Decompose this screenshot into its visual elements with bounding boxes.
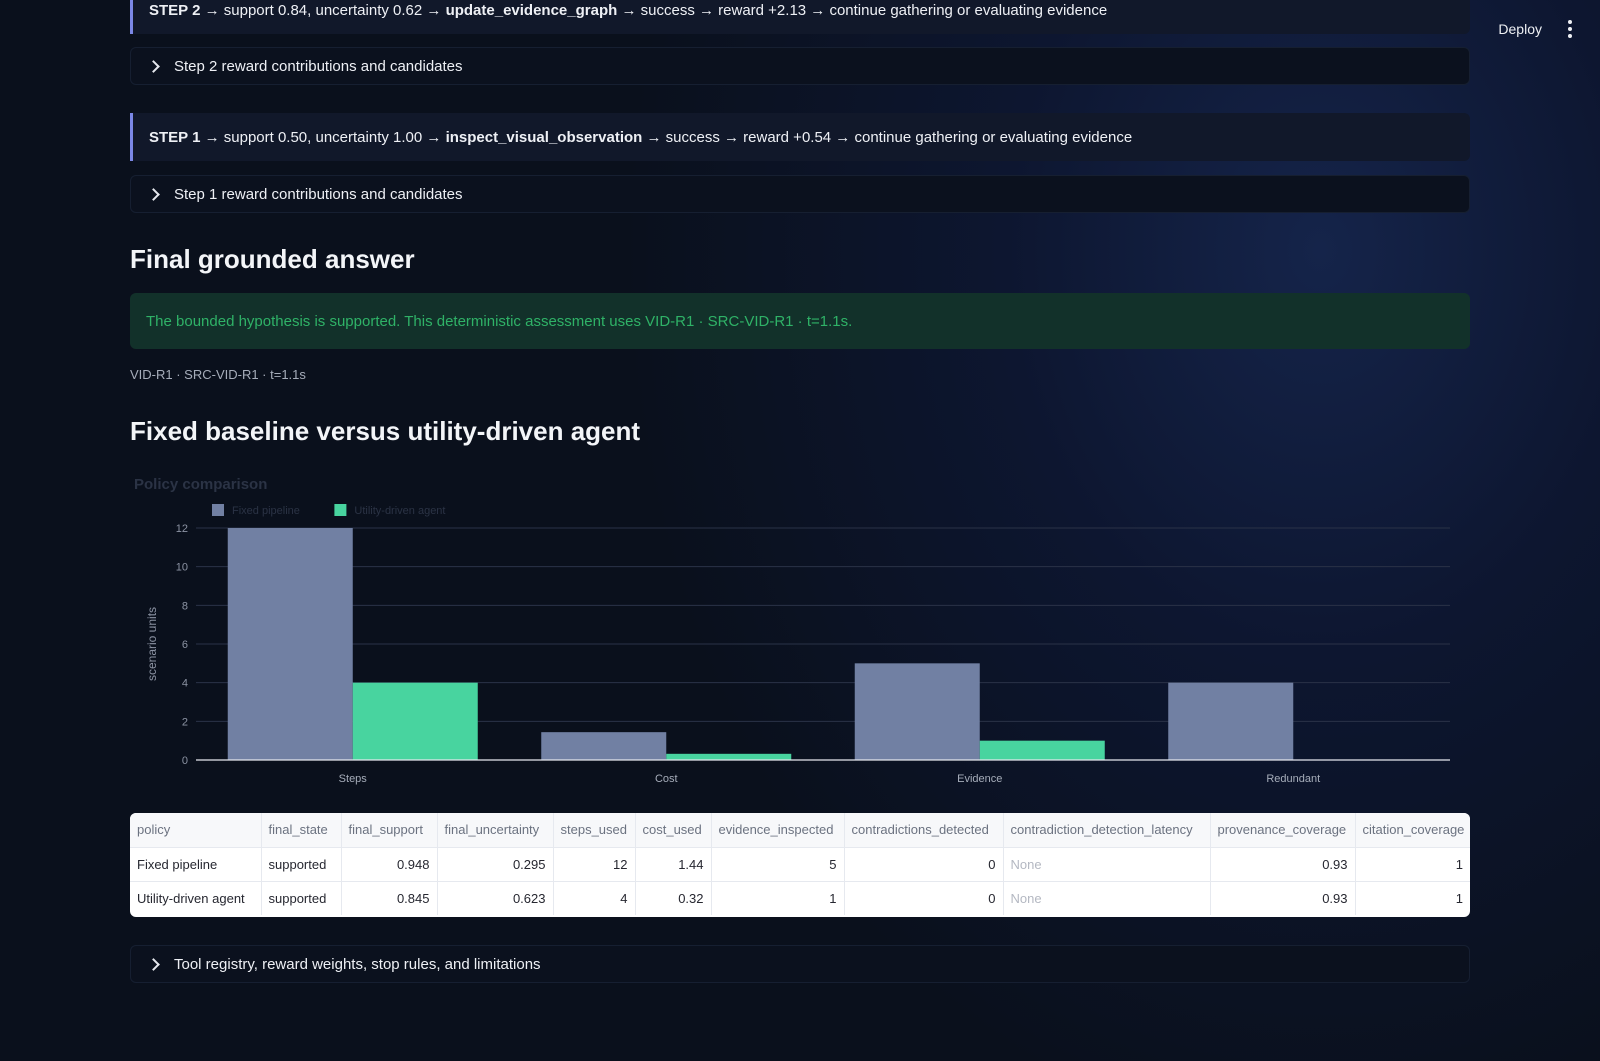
table-cell-final-support: 0.845	[341, 881, 438, 915]
step-2-expander[interactable]: Step 2 reward contributions and candidat…	[130, 47, 1470, 85]
expander-label: Step 2 reward contributions and candidat…	[174, 57, 463, 75]
table-cell-final-support: 0.948	[341, 847, 438, 882]
expander-label: Step 1 reward contributions and candidat…	[174, 185, 463, 203]
table-cell-evidence-inspected: 1	[711, 881, 845, 915]
x-tick-label: Cost	[655, 773, 678, 785]
y-tick-label: 2	[182, 716, 188, 728]
main-menu-icon[interactable]	[1564, 18, 1576, 40]
table-cell-policy: Fixed pipeline	[130, 847, 262, 882]
table-cell-citation-coverage: 1	[1355, 847, 1470, 882]
table-cell-citation-coverage: 1	[1455, 890, 1463, 906]
bar-fixed-pipeline-cost	[541, 732, 667, 760]
table-header-row: policy final_state final_support final_unce…	[130, 813, 1470, 848]
column-header-cost-used[interactable]: cost_used	[635, 813, 712, 848]
legend-label: Fixed pipeline	[232, 505, 300, 517]
step-tool: inspect_visual_observation	[445, 128, 643, 146]
y-tick-label: 8	[182, 600, 188, 612]
expander-label: Tool registry, reward weights, stop rule…	[174, 955, 541, 973]
legend-swatch	[334, 504, 347, 516]
table-cell-provenance-coverage: 0.93	[1210, 847, 1356, 882]
bar-fixed-pipeline-steps	[227, 528, 353, 760]
table-body: Fixed pipeline supported 0.948 0.295 12 1.44 5…	[130, 847, 1470, 915]
chevron-right-icon	[147, 957, 160, 971]
policy-comparison-chart: Policy comparison Fixed pipeline Utility-d…	[130, 472, 1470, 792]
column-header-final-uncertainty[interactable]: final_uncertainty	[437, 813, 554, 848]
y-tick-label: 10	[176, 562, 188, 574]
column-header-evidence-inspected[interactable]: evidence_inspected	[711, 813, 845, 848]
table-cell-provenance-coverage: 0.93	[1210, 881, 1356, 915]
table-cell-policy: Utility-driven agent	[130, 881, 262, 915]
table-cell-final-state: supported	[261, 847, 342, 882]
chevron-right-icon	[147, 187, 160, 201]
y-axis-label: scenario units	[145, 607, 159, 681]
step-summary-post: → success → reward +2.13 → continue gath…	[617, 1, 1108, 19]
column-header-final-support[interactable]: final_support	[341, 813, 438, 848]
legend-swatch	[212, 504, 224, 516]
comparison-table[interactable]: policy final_state final_support final_unce…	[130, 813, 1470, 917]
y-tick-label: 0	[182, 755, 188, 767]
legend-label: Utility-driven agent	[354, 505, 445, 517]
table-cell-cost-used: 1.44	[635, 847, 712, 882]
bar-fixed-pipeline-redundant	[1168, 682, 1294, 760]
table-cell-contradictions-detected: 0	[844, 881, 1004, 915]
table-cell-cost-used: 0.32	[635, 881, 712, 915]
final-answer-alert: The bounded hypothesis is supported. Thi…	[130, 293, 1470, 349]
y-tick-label: 4	[182, 678, 188, 690]
step-summary-pre: → support 0.50, uncertainty 1.00 →	[200, 128, 446, 146]
final-answer-text: The bounded hypothesis is supported. Thi…	[146, 312, 853, 330]
table-row[interactable]: Fixed pipeline supported 0.948 0.295 12 1.44 5…	[130, 847, 1470, 882]
step-1-banner: STEP 1 → support 0.50, uncertainty 1.00 …	[130, 113, 1470, 161]
column-header-provenance-coverage[interactable]: provenance_coverage	[1210, 813, 1356, 848]
y-tick-label: 12	[176, 523, 188, 535]
table-cell-final-state: supported	[261, 881, 342, 915]
table-cell-evidence-inspected: 5	[711, 847, 845, 882]
bar-utility-driven-agent-evidence	[979, 740, 1105, 760]
step-summary-pre: → support 0.84, uncertainty 0.62 →	[200, 1, 446, 19]
step-tag: STEP 1	[149, 128, 201, 146]
column-header-final-state[interactable]: final_state	[261, 813, 342, 848]
step-2-banner: STEP 2 → support 0.84, uncertainty 0.62 …	[130, 0, 1470, 34]
app-toolbar: Deploy	[1498, 18, 1576, 40]
step-tag: STEP 2	[149, 1, 201, 19]
table-cell-contradiction-detection-latency: None	[1003, 881, 1211, 915]
column-header-contradiction-detection-latency[interactable]: contradiction_detection_latency	[1003, 813, 1211, 848]
table-cell-steps-used: 12	[553, 847, 636, 882]
table-cell-contradictions-detected: 0	[844, 847, 1004, 882]
x-tick-label: Steps	[339, 773, 368, 785]
chart-svg: Policy comparison Fixed pipeline Utility-d…	[134, 476, 1450, 785]
chart-title: Policy comparison	[134, 476, 267, 493]
comparison-heading: Fixed baseline versus utility-driven age…	[130, 416, 641, 446]
step-1-expander[interactable]: Step 1 reward contributions and candidat…	[130, 175, 1470, 213]
table-cell-contradiction-detection-latency: None	[1003, 847, 1211, 882]
tool-registry-expander[interactable]: Tool registry, reward weights, stop rule…	[130, 945, 1470, 983]
table-cell-steps-used: 4	[553, 881, 636, 915]
table-row[interactable]: Utility-driven agent supported 0.845 0.623 4…	[130, 881, 1470, 915]
x-tick-label: Redundant	[1266, 773, 1320, 785]
final-answer-heading: Final grounded answer	[130, 244, 415, 274]
y-tick-label: 6	[182, 639, 188, 651]
bar-fixed-pipeline-evidence	[854, 663, 980, 760]
column-header-steps-used[interactable]: steps_used	[553, 813, 636, 848]
column-header-citation-coverage[interactable]: citation_coverage	[1355, 813, 1470, 848]
step-tool: update_evidence_graph	[445, 1, 618, 19]
bar-utility-driven-agent-steps	[352, 682, 478, 760]
x-tick-label: Evidence	[957, 773, 1002, 785]
column-header-contradictions-detected[interactable]: contradictions_detected	[844, 813, 1004, 848]
table-cell-final-uncertainty: 0.623	[437, 881, 554, 915]
chevron-right-icon	[147, 59, 160, 73]
final-answer-caption: VID-R1 · SRC-VID-R1 · t=1.1s	[130, 367, 306, 382]
table-cell-final-uncertainty: 0.295	[437, 847, 554, 882]
step-summary-post: → success → reward +0.54 → continue gath…	[642, 128, 1133, 146]
bar-utility-driven-agent-cost	[666, 753, 792, 760]
column-header-policy[interactable]: policy	[130, 813, 262, 848]
deploy-button[interactable]: Deploy	[1498, 21, 1542, 37]
